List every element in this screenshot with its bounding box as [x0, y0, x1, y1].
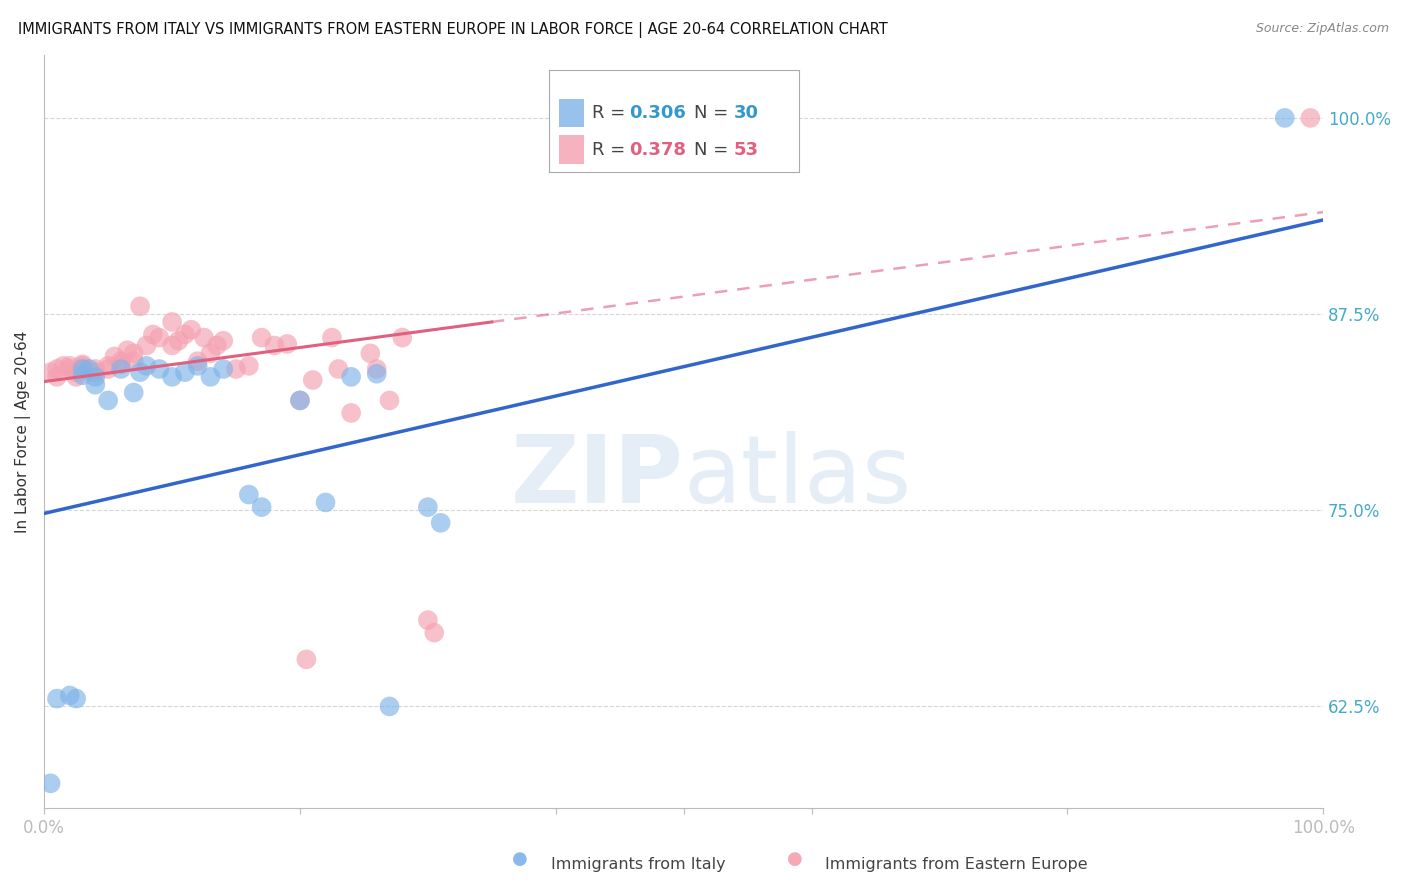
Point: [39, 776, 62, 790]
Point: [238, 359, 260, 373]
Point: [72, 368, 94, 383]
Point: [46, 369, 69, 384]
Point: [340, 369, 363, 384]
Point: [225, 362, 247, 376]
Text: Immigrants from Italy: Immigrants from Italy: [551, 857, 725, 872]
Point: [276, 337, 298, 351]
Point: [160, 315, 183, 329]
Point: [200, 346, 222, 360]
Point: [212, 334, 235, 348]
Point: [148, 331, 170, 345]
Point: [205, 338, 228, 352]
Point: [39, 365, 62, 379]
Text: Immigrants from Eastern Europe: Immigrants from Eastern Europe: [825, 857, 1088, 872]
Point: [180, 323, 202, 337]
Y-axis label: In Labor Force | Age 20-64: In Labor Force | Age 20-64: [15, 331, 31, 533]
Point: [315, 495, 337, 509]
Point: [288, 393, 311, 408]
Point: [77, 362, 100, 376]
Point: [65, 369, 87, 384]
Text: ZIP: ZIP: [510, 431, 683, 523]
Point: [65, 691, 87, 706]
Point: [200, 369, 222, 384]
Point: [212, 362, 235, 376]
Point: [117, 343, 139, 358]
Point: [84, 365, 107, 379]
Point: [129, 299, 152, 313]
Point: [391, 331, 413, 345]
Point: [238, 487, 260, 501]
Point: [1299, 111, 1322, 125]
Point: [84, 369, 107, 384]
Point: [366, 367, 388, 381]
Point: [250, 500, 273, 515]
Text: ●: ●: [512, 850, 529, 868]
Point: [160, 338, 183, 352]
Point: [263, 338, 285, 352]
Point: [97, 362, 120, 376]
Point: [301, 373, 323, 387]
Point: [416, 613, 439, 627]
Point: [429, 516, 451, 530]
Text: IMMIGRANTS FROM ITALY VS IMMIGRANTS FROM EASTERN EUROPE IN LABOR FORCE | AGE 20-: IMMIGRANTS FROM ITALY VS IMMIGRANTS FROM…: [18, 22, 889, 38]
Point: [148, 362, 170, 376]
Point: [122, 346, 145, 360]
Point: [173, 365, 195, 379]
Point: [295, 652, 318, 666]
Point: [366, 362, 388, 376]
Point: [288, 393, 311, 408]
Point: [122, 354, 145, 368]
Point: [129, 365, 152, 379]
Point: [65, 365, 87, 379]
Point: [59, 689, 82, 703]
Point: [52, 359, 75, 373]
Point: [59, 362, 82, 376]
Point: [46, 691, 69, 706]
Text: atlas: atlas: [683, 431, 912, 523]
Point: [1274, 111, 1296, 125]
Point: [423, 625, 446, 640]
Point: [72, 359, 94, 373]
Point: [173, 327, 195, 342]
Point: [340, 406, 363, 420]
Point: [193, 331, 215, 345]
Point: [142, 327, 165, 342]
Point: [110, 362, 132, 376]
Point: [72, 362, 94, 376]
Point: [84, 377, 107, 392]
Point: [97, 393, 120, 408]
Point: [135, 359, 157, 373]
Point: [84, 362, 107, 376]
Point: [416, 500, 439, 515]
Point: [110, 354, 132, 368]
Point: [378, 393, 401, 408]
Text: Source: ZipAtlas.com: Source: ZipAtlas.com: [1256, 22, 1389, 36]
Point: [321, 331, 343, 345]
Point: [72, 362, 94, 376]
Point: [110, 357, 132, 371]
Point: [359, 346, 381, 360]
Point: [187, 354, 209, 368]
Point: [46, 362, 69, 376]
Point: [187, 359, 209, 373]
Point: [97, 359, 120, 373]
Point: [378, 699, 401, 714]
Point: [135, 338, 157, 352]
Point: [250, 331, 273, 345]
Point: [160, 369, 183, 384]
Text: ●: ●: [786, 850, 803, 868]
Point: [59, 359, 82, 373]
Point: [167, 334, 190, 348]
Point: [122, 385, 145, 400]
Point: [328, 362, 350, 376]
Point: [72, 357, 94, 371]
Point: [103, 350, 125, 364]
